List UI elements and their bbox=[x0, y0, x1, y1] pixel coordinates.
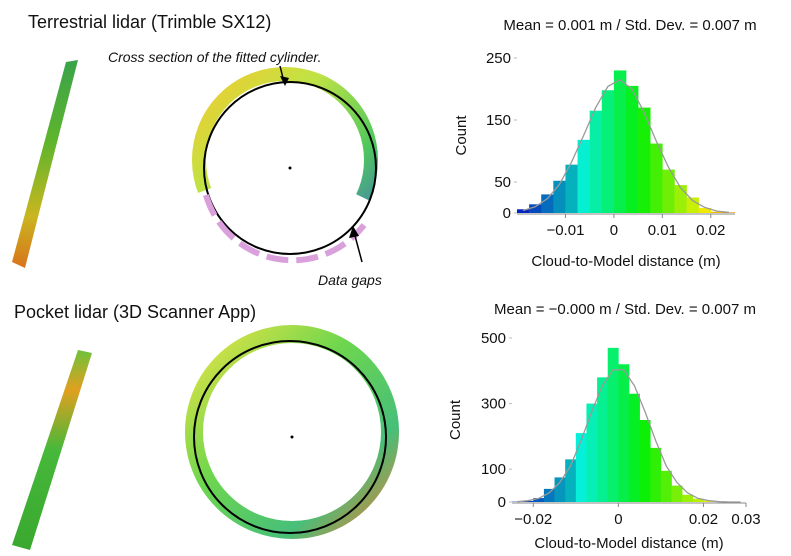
histogram-bar bbox=[650, 144, 662, 213]
annotation: Cross section of the fitted cylinder. bbox=[108, 49, 321, 65]
histogram-bar bbox=[640, 420, 651, 502]
histogram-bar bbox=[662, 170, 674, 213]
center-point bbox=[291, 436, 294, 439]
histogram-bar bbox=[614, 70, 626, 213]
histogram-bar bbox=[650, 448, 661, 502]
x-tick-label: 0.01 bbox=[648, 222, 677, 239]
chart-title: Mean = −0.000 m / Std. Dev. = 0.007 m bbox=[494, 301, 756, 318]
histogram-bar bbox=[590, 111, 602, 213]
histogram-bar bbox=[578, 140, 590, 213]
x-tick-label: 0.02 bbox=[696, 222, 725, 239]
y-axis-label: Count bbox=[453, 115, 470, 156]
y-tick-label: 100 bbox=[481, 461, 506, 478]
x-tick-label: 0.02 bbox=[689, 511, 718, 528]
y-tick-label: 0 bbox=[503, 205, 511, 222]
histogram-bar bbox=[586, 404, 597, 502]
y-tick-label: 50 bbox=[494, 174, 511, 191]
x-tick-label: 0 bbox=[610, 222, 618, 239]
x-axis-label: Cloud-to-Model distance (m) bbox=[531, 253, 720, 270]
histogram-bar bbox=[626, 86, 638, 213]
histogram-bar bbox=[608, 348, 619, 502]
y-tick-label: 250 bbox=[486, 50, 511, 67]
histogram-bar bbox=[576, 433, 587, 502]
histogram-bar bbox=[618, 364, 629, 502]
x-tick-label: 0 bbox=[614, 511, 622, 528]
histogram-bar bbox=[674, 185, 686, 213]
panel-title: Pocket lidar (3D Scanner App) bbox=[14, 302, 256, 322]
histogram-bar bbox=[602, 90, 614, 213]
histogram-bar bbox=[541, 194, 553, 213]
annotation: Data gaps bbox=[318, 272, 382, 288]
histogram-bar bbox=[565, 165, 577, 213]
figure: Terrestrial lidar (Trimble SX12) Pocket … bbox=[0, 0, 791, 556]
panel-title: Terrestrial lidar (Trimble SX12) bbox=[28, 12, 271, 32]
y-tick-label: 150 bbox=[486, 112, 511, 129]
figure-canvas: Terrestrial lidar (Trimble SX12) Pocket … bbox=[0, 0, 791, 556]
center-point bbox=[289, 167, 292, 170]
histogram-bar bbox=[661, 471, 672, 502]
histogram-bar bbox=[629, 394, 640, 502]
histogram-bar bbox=[553, 181, 565, 213]
point-cloud-cylinder bbox=[12, 350, 92, 550]
chart-title: Mean = 0.001 m / Std. Dev. = 0.007 m bbox=[503, 17, 756, 34]
x-axis-label: Cloud-to-Model distance (m) bbox=[534, 535, 723, 552]
y-tick-label: 500 bbox=[481, 330, 506, 347]
y-tick-label: 300 bbox=[481, 396, 506, 413]
point-cloud-cylinder bbox=[12, 60, 78, 268]
y-axis-label: Count bbox=[447, 399, 464, 440]
histogram-bar bbox=[682, 495, 693, 502]
fitted-circle bbox=[194, 341, 386, 533]
y-tick-label: 0 bbox=[498, 494, 506, 511]
x-tick-label: −0.02 bbox=[514, 511, 552, 528]
histogram-bar bbox=[672, 486, 683, 502]
x-tick-label: −0.01 bbox=[546, 222, 584, 239]
x-tick-label: 0.03 bbox=[731, 511, 760, 528]
